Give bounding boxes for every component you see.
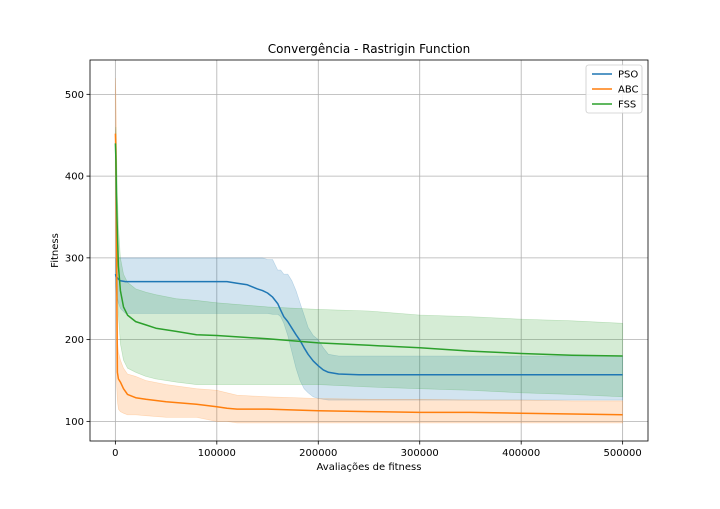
legend: PSO ABC FSS [585, 64, 643, 114]
x-tick-label: 100000 [198, 448, 236, 459]
band-pso [115, 257, 623, 401]
y-tick-label: 100 [65, 417, 84, 428]
grid-lines [90, 60, 648, 441]
y-tick-label: 500 [65, 90, 84, 101]
series-line-fss [114, 143, 623, 357]
axis-ticks: 0 100000 200000 300000 400000 500000 100 200 300… [65, 90, 642, 459]
x-tick-label: 400000 [502, 448, 540, 459]
legend-label-pso: PSO [618, 70, 638, 81]
x-tick-label: 300000 [401, 448, 439, 459]
x-axis-label: Avaliações de fitness [317, 462, 422, 473]
plot-frame [89, 59, 649, 442]
x-tick-label: 200000 [299, 448, 337, 459]
band-fss [115, 126, 623, 398]
y-tick-label: 300 [65, 253, 84, 264]
series-lines [114, 133, 623, 416]
chart-title: Convergência - Rastrigin Function [268, 42, 470, 56]
x-tick-label: 500000 [604, 448, 642, 459]
legend-label-fss: FSS [618, 100, 636, 111]
confidence-bands [115, 77, 623, 424]
legend-label-abc: ABC [618, 85, 639, 96]
y-tick-label: 400 [65, 172, 84, 183]
y-tick-label: 200 [65, 335, 84, 346]
legend-box [585, 64, 643, 114]
y-axis-label: Fitness [50, 233, 61, 268]
series-line-abc [114, 133, 623, 416]
series-line-pso [114, 273, 623, 376]
x-tick-label: 0 [112, 448, 118, 459]
band-abc [115, 77, 623, 424]
